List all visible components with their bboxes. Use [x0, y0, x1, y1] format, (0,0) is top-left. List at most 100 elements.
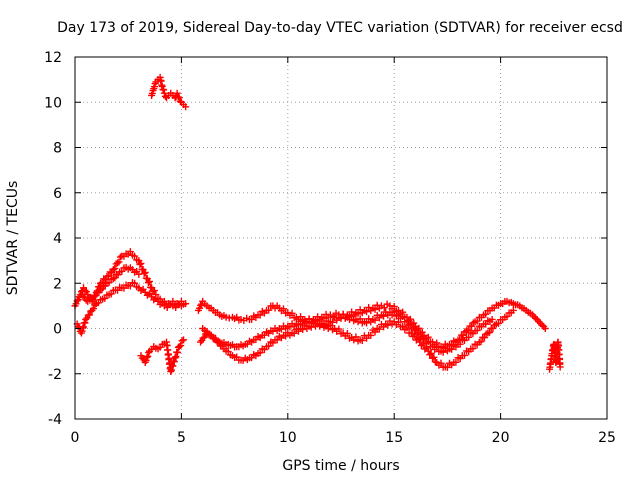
data-point [144, 352, 152, 360]
data-point [452, 358, 460, 366]
data-point [199, 334, 207, 342]
data-point [89, 305, 97, 313]
data-point [171, 354, 179, 362]
x-axis-title: GPS time / hours [282, 458, 399, 474]
data-point [150, 287, 158, 295]
data-point [111, 265, 119, 273]
data-point [160, 86, 168, 94]
data-point [460, 351, 468, 359]
x-tick-label: 10 [279, 430, 297, 446]
y-axis-title: SDTVAR / TECUs [5, 181, 21, 296]
data-point [468, 322, 476, 330]
data-point [429, 354, 437, 362]
data-point [494, 319, 502, 327]
data-point [85, 311, 93, 319]
y-tick-label: 12 [44, 50, 62, 66]
data-point [172, 353, 180, 361]
data-point [197, 301, 205, 309]
data-point [135, 270, 143, 278]
y-tick-label: 6 [53, 186, 62, 202]
data-point [81, 286, 89, 294]
data-point [343, 330, 351, 338]
data-point [480, 334, 488, 342]
data-point [303, 319, 311, 327]
data-point [222, 313, 230, 321]
data-point [143, 353, 151, 361]
data-point [461, 328, 469, 336]
data-point [532, 314, 540, 322]
data-point [182, 103, 190, 111]
y-tick-label: -2 [48, 367, 62, 383]
data-point [541, 325, 549, 332]
data-point [439, 348, 447, 356]
data-point [145, 278, 153, 286]
data-point [167, 367, 175, 375]
data-point [131, 279, 139, 287]
data-point [265, 306, 273, 314]
data-point [150, 83, 158, 91]
data-point [437, 359, 445, 367]
data-point [358, 336, 366, 344]
data-point [335, 325, 343, 333]
data-point [448, 345, 456, 353]
y-tick-label: -4 [48, 412, 62, 428]
data-point [380, 304, 388, 312]
data-point [318, 319, 326, 327]
data-point [265, 342, 273, 350]
data-point [174, 93, 182, 101]
data-point [482, 310, 490, 318]
data-point [111, 274, 119, 282]
data-point [469, 345, 477, 353]
data-point [288, 309, 296, 317]
data-point [465, 333, 473, 341]
x-tick-label: 5 [177, 430, 186, 446]
data-point [473, 326, 481, 334]
axes: 0 5 10 15 20 25 -4 -2 0 2 4 6 8 10 12 [44, 50, 616, 446]
data-point [367, 331, 375, 339]
data-point [180, 336, 188, 344]
y-tick-label: 8 [53, 141, 62, 157]
data-point [173, 89, 181, 97]
data-point [91, 301, 99, 309]
data-point [426, 351, 434, 359]
data-point [90, 293, 98, 301]
data-point [477, 338, 485, 346]
y-tick-label: 0 [53, 322, 62, 338]
data-point [182, 300, 190, 308]
data-point [473, 317, 481, 325]
data-point [114, 259, 122, 267]
x-tick-label: 20 [492, 430, 510, 446]
data-point [482, 330, 490, 338]
data-point [79, 324, 87, 332]
data-point [356, 315, 364, 323]
data-point [78, 327, 86, 335]
data-point [142, 356, 150, 364]
data-point [538, 321, 546, 329]
data-point [174, 349, 182, 357]
data-point [509, 306, 517, 314]
y-tick-label: 10 [44, 95, 62, 111]
data-point [200, 333, 208, 341]
data-point [433, 343, 441, 351]
data-point [424, 338, 432, 346]
data-point [503, 312, 511, 320]
data-point [326, 322, 334, 330]
data-point [290, 329, 298, 337]
x-tick-label: 25 [598, 430, 616, 446]
data-point [371, 316, 379, 324]
data-point [348, 313, 356, 321]
data-point [469, 319, 477, 327]
data-point [175, 94, 183, 102]
data-point [136, 260, 144, 268]
data-point [371, 305, 379, 313]
data-point [81, 319, 89, 327]
data-point [97, 286, 105, 294]
data-points [71, 73, 564, 375]
data-point [82, 315, 90, 323]
data-point [394, 318, 402, 326]
x-tick-label: 15 [385, 430, 403, 446]
data-point [170, 358, 178, 366]
data-point [488, 315, 496, 323]
data-point [427, 349, 435, 357]
data-point [311, 316, 319, 324]
